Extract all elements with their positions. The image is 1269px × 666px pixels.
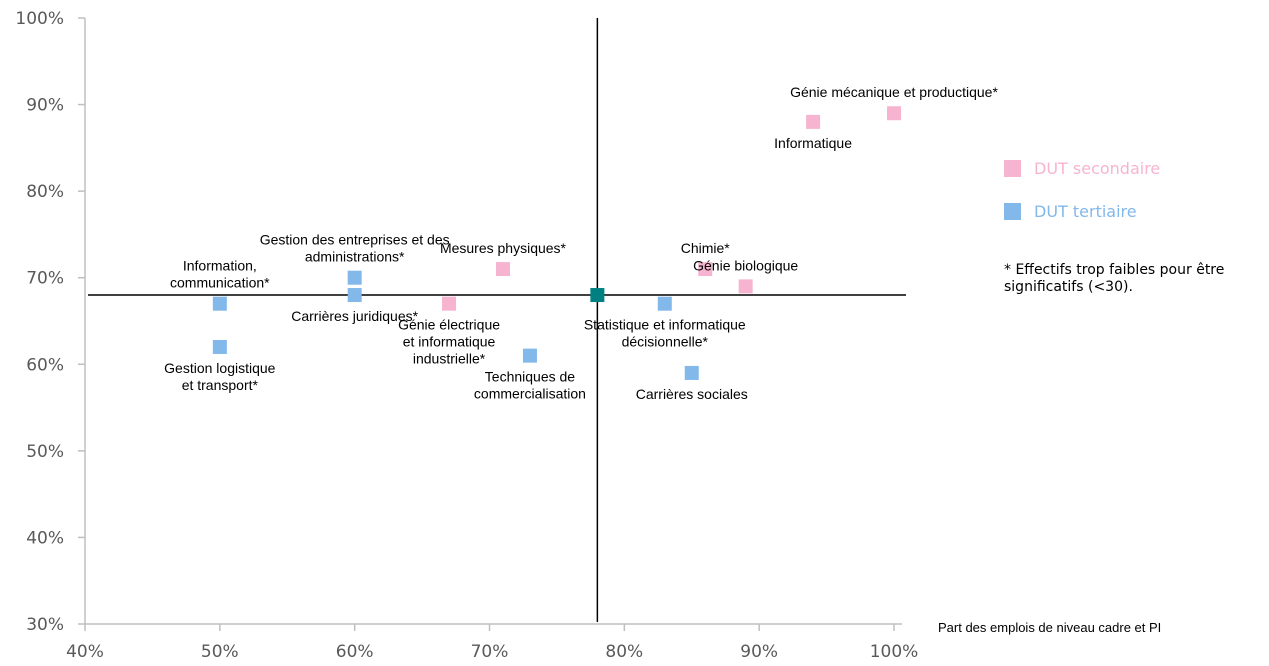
point-label: Génie mécanique et productique*	[790, 84, 998, 100]
x-tick-label: 40%	[66, 642, 104, 662]
point-label: Chimie*	[681, 240, 731, 256]
x-tick-label: 90%	[740, 642, 778, 662]
data-point	[495, 262, 510, 277]
legend-item-tertiaire: DUT tertiaire	[1004, 200, 1160, 222]
mean-point	[590, 288, 605, 303]
legend-label-tertiaire: DUT tertiaire	[1034, 201, 1137, 221]
point-label: Techniques de commercialisation	[474, 369, 586, 402]
legend-swatch-tertiaire	[1004, 202, 1021, 220]
point-label: Génie électrique et informatique industrie…	[398, 317, 500, 367]
x-axis-title: Part des emplois de niveau cadre et PI	[938, 620, 1161, 635]
data-point	[522, 348, 537, 363]
y-tick-label: 40%	[26, 528, 64, 548]
point-label: Gestion logistique et transport*	[164, 360, 276, 393]
point-label: Carrières juridiques*	[291, 308, 418, 324]
data-point	[806, 114, 821, 129]
data-point	[347, 270, 362, 285]
y-tick-label: 50%	[26, 442, 64, 462]
axes: 30%40%50%60%70%80%90%100%40% 50% 60% 70% 80%…	[15, 9, 918, 662]
x-tick-label: 70%	[471, 642, 509, 662]
data-point	[442, 296, 457, 311]
x-tick-label: 60%	[336, 642, 374, 662]
footnote: * Effectifs trop faibles pour être signi…	[1004, 262, 1225, 295]
data-point	[684, 365, 699, 380]
data-point	[212, 339, 227, 354]
y-tick-label: 30%	[26, 615, 64, 635]
x-tick-label: 100%	[870, 642, 919, 662]
point-label: Gestion des entreprises et des administra…	[260, 232, 450, 265]
point-label: Mesures physiques*	[440, 240, 567, 256]
x-tick-label: 50%	[201, 642, 239, 662]
data-point	[212, 296, 227, 311]
point-label: Carrières sociales	[636, 386, 748, 402]
data-point	[887, 106, 901, 121]
legend: DUT secondaire DUT tertiaire	[1004, 157, 1160, 243]
y-tick-label: 70%	[26, 269, 64, 289]
data-point	[657, 296, 672, 311]
y-tick-label: 90%	[26, 96, 64, 116]
point-label: Informatique	[774, 135, 852, 151]
x-tick-label: 80%	[605, 642, 643, 662]
y-tick-label: 60%	[26, 355, 64, 375]
data-point	[347, 288, 362, 303]
legend-swatch-secondaire	[1004, 159, 1021, 177]
legend-item-secondaire: DUT secondaire	[1004, 157, 1160, 179]
point-label: Information, communication*	[170, 258, 270, 291]
data-point	[738, 279, 753, 294]
y-tick-label: 80%	[26, 182, 64, 202]
y-tick-label: 100%	[15, 9, 64, 29]
legend-label-secondaire: DUT secondaire	[1034, 158, 1161, 178]
point-label: Statistique et informatique décisionnelle…	[584, 317, 746, 350]
data-points	[212, 106, 901, 380]
point-label: Génie biologique	[693, 257, 798, 273]
point-labels: Génie mécanique et productique* Informati…	[164, 84, 998, 402]
crosshair	[88, 18, 906, 622]
data-point	[698, 262, 713, 277]
